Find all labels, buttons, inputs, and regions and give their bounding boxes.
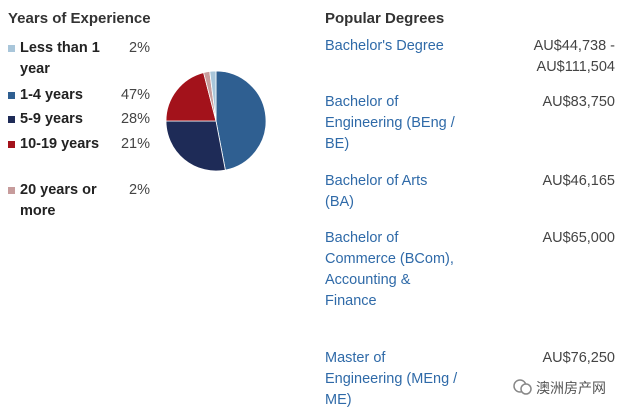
section-title: Years of Experience [8,10,151,27]
degree-link[interactable]: Bachelor of Commerce (BCom), Accounting … [325,230,454,309]
legend-label: 5-9 years [20,111,83,127]
degree-link[interactable]: Master of Engineering (MEng / ME) [325,350,458,408]
pie-slice [215,70,267,171]
degree-salary: AU$83,750 [542,94,615,110]
pie-slice [165,72,217,122]
legend-value: 28% [120,111,150,127]
degree-salary: AU$44,738 - AU$111,504 [533,38,615,75]
legend-swatch [8,116,15,123]
degree-salary: AU$46,165 [542,173,615,189]
degree-salary: AU$76,250 [542,350,615,366]
legend-swatch [8,92,15,99]
legend-value: 2% [129,40,150,56]
wechat-icon [513,379,532,395]
watermark: 澳洲房产网 [536,380,606,396]
legend-value: 2% [129,182,150,198]
legend-value: 21% [120,136,150,152]
degree-link[interactable]: Bachelor of Arts (BA) [325,173,428,210]
legend-label: 10-19 years [20,136,100,152]
legend-swatch [8,187,15,194]
degree-link[interactable]: Bachelor of Engineering (BEng / BE) [325,94,455,152]
section-title: Popular Degrees [325,10,445,27]
legend-label: 1-4 years [20,87,83,103]
pie-slice [209,70,217,122]
legend-value: 47% [120,87,150,103]
legend-label: Less than 1 year [20,40,100,77]
pie-slice [165,120,226,172]
legend-swatch [8,45,15,52]
legend-label: 20 years or more [20,182,97,219]
degree-link[interactable]: Bachelor's Degree [325,38,444,54]
degree-salary: AU$65,000 [542,230,615,246]
legend-swatch [8,141,15,148]
